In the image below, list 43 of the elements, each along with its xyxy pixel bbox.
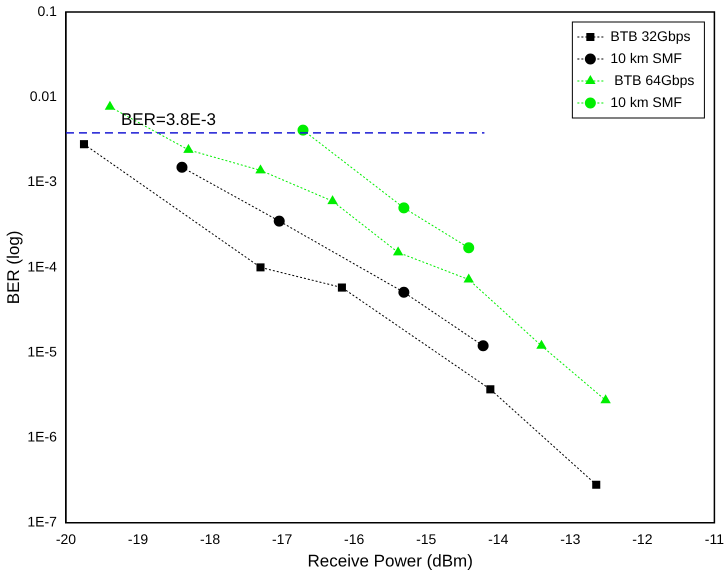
point <box>338 284 346 292</box>
y-tick-label: 1E-3 <box>27 173 58 190</box>
point <box>464 274 474 283</box>
point <box>176 162 188 173</box>
point <box>184 144 194 153</box>
point <box>486 385 494 394</box>
x-tick-label: -16 <box>344 531 364 548</box>
point <box>328 196 338 204</box>
y-axis-title: BER (log) <box>4 230 23 304</box>
legend-label: 10 km SMF <box>610 94 682 110</box>
legend-label: 10 km SMF <box>610 50 682 66</box>
legend-label: BTB 32Gbps <box>610 28 691 44</box>
point <box>398 202 410 214</box>
y-tick-label: 1E-6 <box>27 428 58 445</box>
x-tick-label: -11 <box>704 531 724 548</box>
point <box>105 101 115 110</box>
point <box>463 242 474 254</box>
x-tick-label: -13 <box>560 531 581 548</box>
ref-line-label: BER=3.8E-3 <box>120 110 216 130</box>
y-tick-label: 1E-7 <box>27 514 58 530</box>
x-tick-label: -18 <box>200 531 220 548</box>
x-axis-title: Receive Power (dBm) <box>308 551 473 570</box>
y-tick-label: 1E-5 <box>27 343 58 360</box>
legend-label: BTB 64Gbps <box>610 72 694 88</box>
x-tick-label: -15 <box>416 531 437 548</box>
point <box>80 140 88 148</box>
point <box>274 216 285 227</box>
point <box>393 246 403 256</box>
x-tick-label: -20 <box>56 531 76 548</box>
point <box>592 480 600 489</box>
point <box>398 286 410 298</box>
y-tick-label: 0.01 <box>30 88 58 104</box>
point <box>600 394 610 404</box>
x-tick-label: -14 <box>488 531 509 548</box>
x-tick-label: -19 <box>128 531 148 548</box>
point <box>256 263 265 272</box>
point <box>536 340 546 349</box>
point <box>478 340 489 352</box>
x-tick-label: -12 <box>632 531 653 548</box>
y-tick-label: 1E-4 <box>27 258 58 274</box>
y-tick-label: 0.1 <box>38 2 58 19</box>
point <box>256 164 266 174</box>
x-tick-label: -17 <box>272 531 292 548</box>
